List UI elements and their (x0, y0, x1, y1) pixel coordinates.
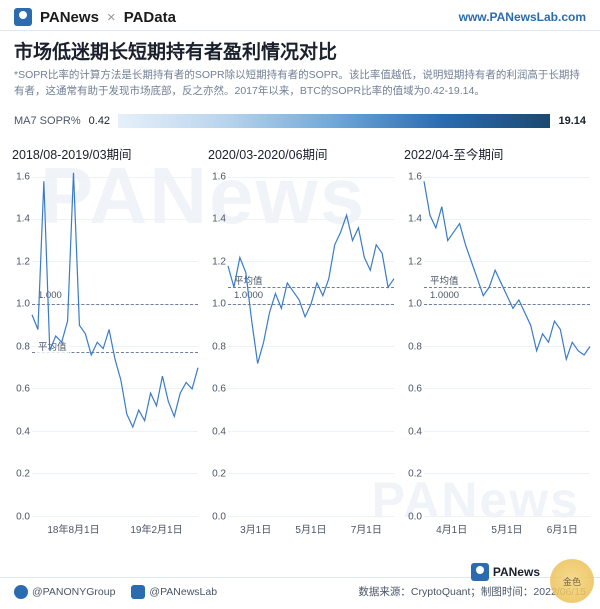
chart-title: 2022/04-至今期间 (400, 144, 592, 163)
logo-sep: × (107, 9, 116, 26)
y-tick: 1.0 (212, 299, 226, 310)
y-tick: 0.2 (408, 469, 422, 480)
chart-title: 2018/08-2019/03期间 (8, 144, 200, 163)
chart-panel: 2018/08-2019/03期间0.00.20.40.60.81.01.21.… (8, 144, 200, 547)
legend-gradient (118, 114, 550, 128)
x-tick: 7月1日 (339, 521, 394, 536)
x-tick: 18年8月1日 (32, 521, 115, 536)
line-chart (32, 177, 198, 516)
legend-min: 0.42 (89, 115, 110, 127)
y-tick: 0.4 (212, 426, 226, 437)
twitter-handle: @PANONYGroup (14, 585, 115, 599)
y-tick: 0.6 (408, 384, 422, 395)
y-tick: 1.2 (212, 256, 226, 267)
line-chart (228, 177, 394, 516)
x-tick: 4月1日 (424, 521, 479, 536)
y-tick: 0.6 (212, 384, 226, 395)
chart-title: 2020/03-2020/06期间 (204, 144, 396, 163)
subtitle: *SOPR比率的计算方法是长期持有者的SOPR除以短期持有者的SOPR。该比率值… (14, 68, 586, 100)
chart-area: 0.00.20.40.60.81.01.21.41.61.000平均值18年8月… (8, 177, 200, 547)
footer: @PANONYGroup @PANewsLab 数据来源：CryptoQuant… (0, 577, 600, 609)
grid-line (424, 516, 590, 517)
x-tick: 6月1日 (535, 521, 590, 536)
grid-line (228, 516, 394, 517)
x-tick: 19年2月1日 (115, 521, 198, 536)
y-tick: 0.2 (16, 469, 30, 480)
chart-area: 0.00.20.40.60.81.01.21.41.61.0000平均值3月1日… (204, 177, 396, 547)
y-tick: 0.8 (16, 341, 30, 352)
y-tick: 1.2 (16, 256, 30, 267)
y-tick: 0.0 (212, 511, 226, 522)
y-tick: 0.0 (16, 511, 30, 522)
x-axis: 4月1日5月1日6月1日 (424, 521, 590, 536)
title-block: 市场低迷期长短期持有者盈利情况对比 *SOPR比率的计算方法是长期持有者的SOP… (0, 30, 600, 108)
legend-row: MA7 SOPR% 0.42 19.14 (0, 108, 600, 134)
y-tick: 1.6 (408, 171, 422, 182)
chart-panel: 2022/04-至今期间 0.0 0.2 0.4 0.6 0.8 1.0 1.2 1.4 1.61… (400, 144, 592, 547)
y-axis: 0.00.20.40.60.81.01.21.41.6 (400, 177, 424, 517)
plot-area: 1.000平均值 (32, 177, 198, 517)
facebook-text: @PANewsLab (149, 586, 217, 598)
facebook-handle: @PANewsLab (131, 585, 217, 599)
y-tick: 0.8 (408, 341, 422, 352)
plot-area: 1.0000平均值 (424, 177, 590, 517)
y-tick: 1.4 (16, 214, 30, 225)
logo-padata: PAData (124, 9, 176, 26)
charts-container: 2018/08-2019/03期间0.00.20.40.60.81.01.21.… (0, 134, 600, 551)
chart-panel: 2020/03-2020/06期间0.00.20.40.60.81.01.21.… (204, 144, 396, 547)
logo-panews: PANews (40, 9, 99, 26)
y-tick: 0.4 (408, 426, 422, 437)
footer-logo-icon (471, 563, 489, 581)
y-axis: 0.00.20.40.60.81.01.21.41.6 (204, 177, 228, 517)
y-tick: 0.8 (212, 341, 226, 352)
header: PANews × PAData www.PANewsLab.com (0, 0, 600, 30)
legend-label: MA7 SOPR% (14, 115, 81, 127)
chart-area: 0.00.20.40.60.81.01.21.41.61.0000平均值4月1日… (400, 177, 592, 547)
x-tick: 3月1日 (228, 521, 283, 536)
y-tick: 1.2 (408, 256, 422, 267)
grid-line (32, 516, 198, 517)
twitter-text: @PANONYGroup (32, 586, 115, 598)
x-tick: 5月1日 (479, 521, 534, 536)
footer-brand: PANews (471, 563, 540, 581)
y-tick: 0.2 (212, 469, 226, 480)
y-tick: 1.6 (16, 171, 30, 182)
twitter-icon (14, 585, 28, 599)
plot-area: 1.0000平均值 (228, 177, 394, 517)
y-tick: 1.0 (16, 299, 30, 310)
y-tick: 0.4 (16, 426, 30, 437)
footer-socials: @PANONYGroup @PANewsLab (14, 585, 217, 599)
header-logos: PANews × PAData (14, 8, 176, 26)
panews-logo-icon (14, 8, 32, 26)
y-tick: 1.0 (408, 299, 422, 310)
x-axis: 18年8月1日19年2月1日 (32, 521, 198, 536)
y-tick: 1.6 (212, 171, 226, 182)
y-axis: 0.00.20.40.60.81.01.21.41.6 (8, 177, 32, 517)
line-chart (424, 177, 590, 516)
main-title: 市场低迷期长短期持有者盈利情况对比 (14, 37, 586, 64)
legend-max: 19.14 (558, 115, 586, 127)
facebook-icon (131, 585, 145, 599)
y-tick: 1.4 (212, 214, 226, 225)
y-tick: 1.4 (408, 214, 422, 225)
corner-badge-icon: 金色 (550, 559, 594, 603)
footer-brand-text: PANews (493, 565, 540, 579)
x-tick: 5月1日 (283, 521, 338, 536)
x-axis: 3月1日5月1日7月1日 (228, 521, 394, 536)
header-url: www.PANewsLab.com (459, 10, 586, 24)
y-tick: 0.6 (16, 384, 30, 395)
y-tick: 0.0 (408, 511, 422, 522)
